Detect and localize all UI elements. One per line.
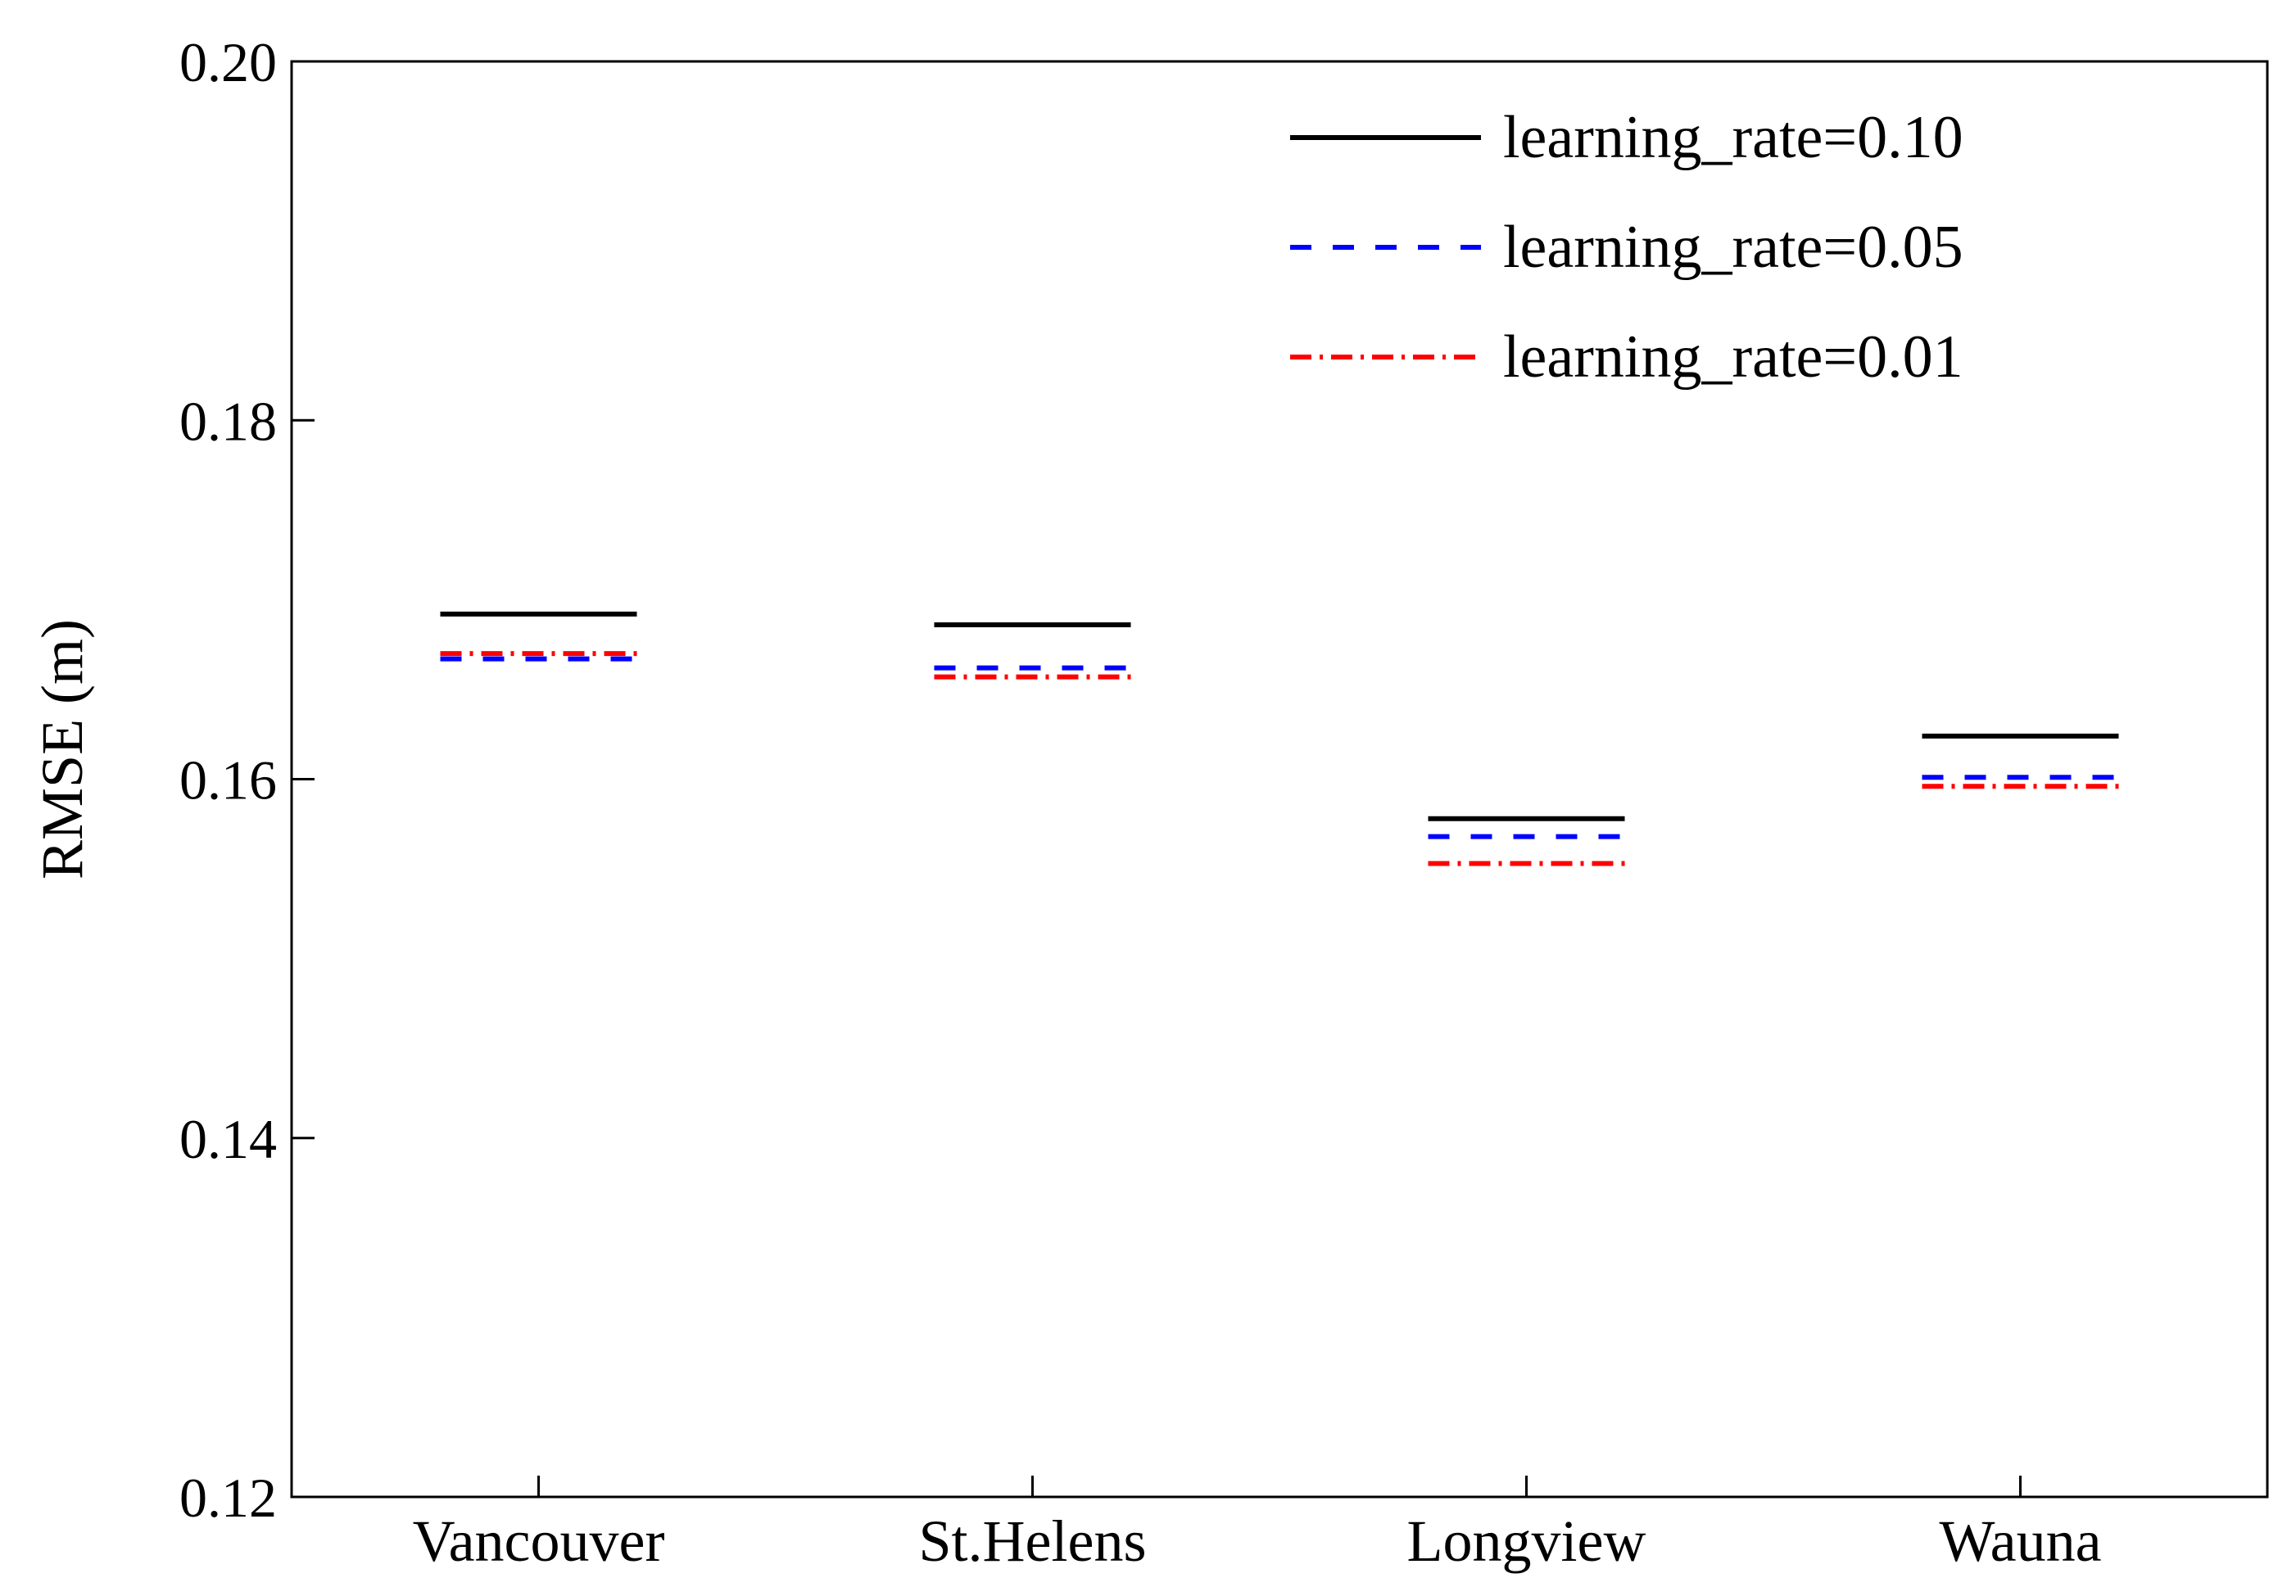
x-tick-label-2: Longview [1407, 1508, 1646, 1574]
y-axis-title: RMSE (m) [29, 619, 95, 879]
y-axis: 0.12 0.14 0.16 0.18 0.20 [179, 31, 315, 1529]
legend-label-1: learning_rate=0.05 [1503, 214, 1963, 281]
series-2 [440, 651, 2119, 866]
series-1 [440, 656, 2119, 839]
y-tick-label-4: 0.20 [179, 31, 277, 93]
x-tick-label-0: Vancouver [413, 1508, 665, 1574]
legend: learning_rate=0.10 learning_rate=0.05lear… [1290, 104, 1963, 391]
series-marks [440, 611, 2119, 866]
y-tick-label-0: 0.12 [179, 1467, 277, 1529]
y-tick-label-3: 0.18 [179, 390, 277, 452]
legend-label-2: learning_rate=0.01 [1503, 323, 1963, 391]
x-tick-label-3: Wauna [1939, 1508, 2101, 1574]
x-tick-label-1: St.Helens [919, 1508, 1147, 1574]
legend-label-0: learning_rate=0.10 [1503, 104, 1963, 171]
x-axis: Vancouver St.Helens Longview Wauna [413, 1476, 2102, 1574]
y-tick-label-2: 0.16 [179, 749, 277, 812]
y-tick-label-1: 0.14 [179, 1108, 277, 1170]
series-0 [440, 611, 2119, 821]
